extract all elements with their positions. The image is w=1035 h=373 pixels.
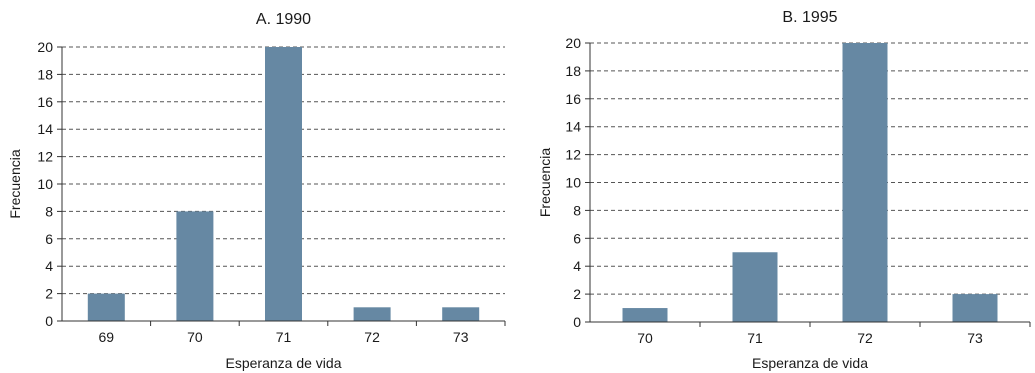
chart-a-bar-70 (176, 211, 214, 321)
chart-b-ytick-label: 0 (573, 314, 581, 330)
chart-a-y-axis-label: Frecuencia (7, 149, 23, 218)
chart-b-ytick-label: 10 (565, 175, 581, 191)
chart-a-ytick-label: 10 (37, 176, 53, 192)
chart-a-ytick-label: 16 (37, 94, 53, 110)
chart-b-ytick-label: 8 (573, 202, 581, 218)
chart-a-xtick-label: 69 (99, 329, 115, 345)
chart-b-title: B. 1995 (782, 9, 837, 26)
chart-a-title: A. 1990 (256, 11, 311, 28)
chart-a-panel: A. 1990 0 2 4 6 8 10 12 14 16 18 20 69 70 71 72 73 Espera… (7, 11, 506, 371)
chart-a-xtick-label: 72 (364, 329, 380, 345)
chart-a-ytick-label: 20 (37, 39, 53, 55)
chart-b-panel: B. 1995 0 2 4 6 8 10 12 14 16 18 20 70 71 72 73 Esperanz… (537, 9, 1031, 371)
chart-a-xtick-label: 73 (453, 329, 469, 345)
chart-b-bar-70 (622, 308, 668, 322)
chart-b-xtick-label: 72 (857, 330, 873, 346)
chart-b-ytick-label: 20 (565, 35, 581, 51)
chart-a-ytick-label: 14 (37, 121, 53, 137)
chart-b-ytick-label: 14 (565, 119, 581, 135)
chart-b-ytick-label: 6 (573, 230, 581, 246)
chart-b-bar-71 (732, 252, 778, 322)
chart-b-bar-72 (842, 43, 888, 322)
chart-b-ytick-label: 18 (565, 63, 581, 79)
chart-a-bar-69 (87, 293, 125, 321)
chart-b-ytick-label: 2 (573, 286, 581, 302)
chart-b-xtick-label: 70 (637, 330, 653, 346)
chart-a-ytick-label: 8 (45, 203, 53, 219)
chart-b-ytick-label: 4 (573, 258, 581, 274)
chart-b-y-axis-label: Frecuencia (537, 148, 553, 217)
chart-a-ytick-label: 6 (45, 231, 53, 247)
chart-b-ytick-label: 16 (565, 91, 581, 107)
chart-a-ytick-label: 18 (37, 66, 53, 82)
chart-a-xtick-label: 70 (187, 329, 203, 345)
chart-a-x-axis-label: Esperanza de vida (226, 355, 342, 371)
chart-b-bar-73 (952, 294, 998, 322)
chart-a-ytick-label: 0 (45, 313, 53, 329)
chart-a-ytick-label: 4 (45, 258, 53, 274)
chart-a-bar-71 (265, 47, 302, 321)
chart-b-xtick-label: 73 (967, 330, 983, 346)
chart-b-x-axis-label: Esperanza de vida (752, 355, 868, 371)
chart-a-bar-72 (353, 307, 391, 321)
chart-a-ytick-label: 2 (45, 286, 53, 302)
chart-a-ytick-label: 12 (37, 149, 53, 165)
chart-a-bar-73 (442, 307, 480, 321)
chart-b-ytick-label: 12 (565, 147, 581, 163)
chart-a-xtick-label: 71 (276, 329, 292, 345)
chart-b-xtick-label: 71 (747, 330, 763, 346)
